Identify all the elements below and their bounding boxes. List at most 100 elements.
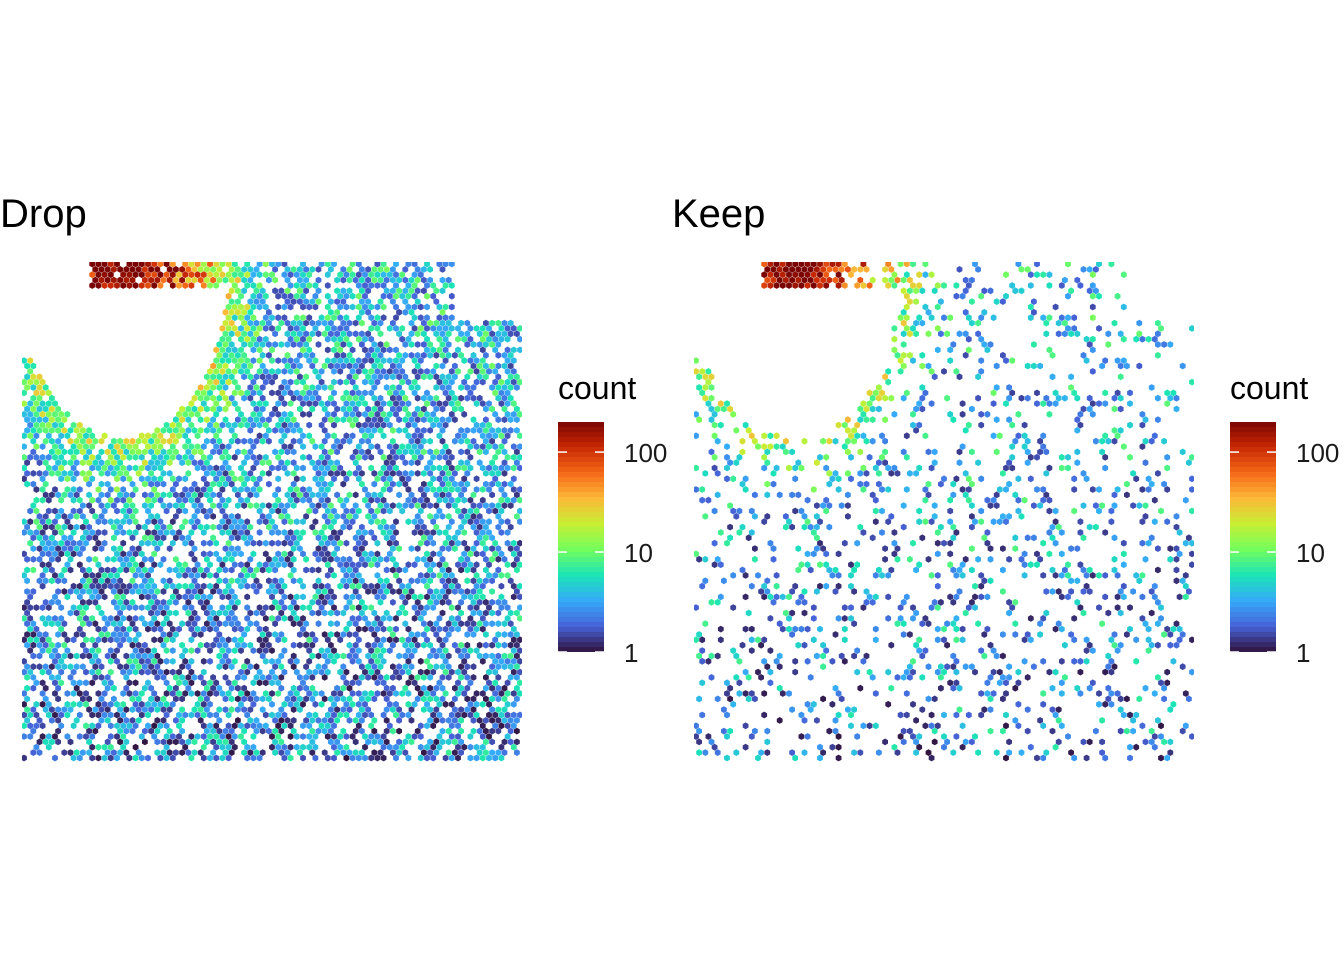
- hex-bin: [355, 615, 362, 622]
- hex-bin: [52, 529, 58, 536]
- hex-bin: [111, 566, 117, 574]
- hex-bin: [390, 362, 396, 370]
- hex-bin: [24, 566, 30, 574]
- hex-bin: [173, 588, 179, 595]
- hex-bin: [231, 550, 238, 558]
- hex-bin: [386, 357, 393, 364]
- colorbar-segment: [558, 482, 604, 488]
- hex-bin: [1052, 303, 1059, 311]
- hex-bin: [492, 410, 499, 418]
- hex-bin: [324, 357, 331, 364]
- hex-bin: [173, 555, 179, 563]
- hex-bin: [417, 743, 424, 751]
- hex-bin: [377, 416, 384, 424]
- hex-bin: [219, 271, 226, 279]
- hex-bin: [321, 717, 328, 724]
- hex-bin: [439, 319, 446, 327]
- hex-bin: [290, 577, 297, 585]
- hex-bin: [517, 486, 522, 493]
- hex-bin: [916, 464, 923, 472]
- hex-bin: [194, 690, 201, 697]
- hex-bin: [337, 711, 344, 719]
- hex-bin: [216, 502, 223, 509]
- hex-bin: [1167, 341, 1174, 348]
- hex-bin: [442, 496, 449, 504]
- hex-bin: [931, 287, 938, 295]
- hex-bin: [117, 555, 123, 563]
- hex-bin: [194, 561, 201, 569]
- hex-bin: [89, 711, 96, 719]
- hex-bin: [399, 711, 406, 719]
- hex-bin: [1003, 486, 1009, 493]
- hex-bin: [244, 604, 251, 611]
- hex-bin: [303, 330, 309, 338]
- legend-tick-label: 100: [624, 438, 668, 468]
- hex-bin: [324, 754, 331, 762]
- hex-bin: [334, 620, 340, 628]
- hex-bin: [346, 513, 353, 520]
- hex-bin: [467, 496, 474, 504]
- hex-bin: [207, 550, 213, 558]
- hex-bin: [461, 647, 468, 654]
- hex-bin: [86, 566, 92, 574]
- hex-bin: [55, 695, 61, 703]
- hex-bin: [300, 443, 306, 450]
- hex-bin: [83, 647, 89, 654]
- colorbar-segment: [558, 452, 604, 458]
- hex-bin: [408, 545, 415, 552]
- hex-bin: [182, 690, 189, 697]
- hex-bin: [402, 373, 409, 381]
- hex-bin: [262, 711, 269, 719]
- hex-bin: [259, 373, 266, 381]
- hex-bin: [182, 518, 189, 526]
- hex-bin: [45, 421, 52, 429]
- hex-bin: [514, 588, 520, 595]
- hex-bin: [67, 491, 74, 499]
- hex-bin: [169, 582, 176, 590]
- hex-bin: [368, 754, 375, 762]
- hex-bin: [355, 700, 362, 708]
- hex-bin: [114, 647, 120, 654]
- hex-bin: [445, 351, 452, 359]
- hex-bin: [253, 577, 260, 585]
- hex-bin: [284, 362, 291, 370]
- hex-bin: [374, 657, 381, 665]
- hex-bin: [259, 351, 266, 359]
- hex-bin: [253, 609, 260, 617]
- hex-bin: [120, 733, 127, 740]
- hex-bin: [253, 405, 260, 413]
- hex-bin: [424, 604, 430, 611]
- hex-bin: [58, 443, 65, 450]
- hex-bin: [163, 271, 170, 279]
- hex-bin: [138, 572, 145, 579]
- hex-bin: [1040, 314, 1047, 322]
- hex-bin: [436, 325, 443, 332]
- hex-bin: [166, 523, 173, 531]
- hex-bin: [507, 319, 514, 327]
- hex-bin: [114, 625, 120, 633]
- hex-bin: [448, 496, 455, 504]
- hex-bin: [439, 480, 446, 488]
- hex-bin: [1189, 325, 1194, 332]
- hex-bin: [163, 507, 170, 515]
- hex-bin: [1151, 335, 1158, 343]
- hex-bin: [241, 308, 247, 316]
- hex-bin: [365, 330, 371, 338]
- hex-bin: [501, 502, 508, 509]
- hex-bin: [1155, 330, 1161, 338]
- hex-bin: [386, 410, 393, 418]
- hex-bin: [169, 475, 176, 483]
- hex-bin: [111, 620, 117, 628]
- hex-bin: [67, 663, 74, 671]
- hex-bin: [359, 674, 365, 681]
- hex-bin: [188, 443, 195, 450]
- hex-bin: [312, 389, 319, 397]
- hex-bin: [380, 262, 387, 268]
- hex-bin: [393, 282, 399, 289]
- hex-bin: [281, 636, 288, 644]
- hex-bin: [45, 636, 52, 644]
- hex-bin: [411, 636, 418, 644]
- hex-bin: [148, 684, 154, 692]
- hex-bin: [278, 684, 285, 692]
- hex-bin: [907, 298, 913, 305]
